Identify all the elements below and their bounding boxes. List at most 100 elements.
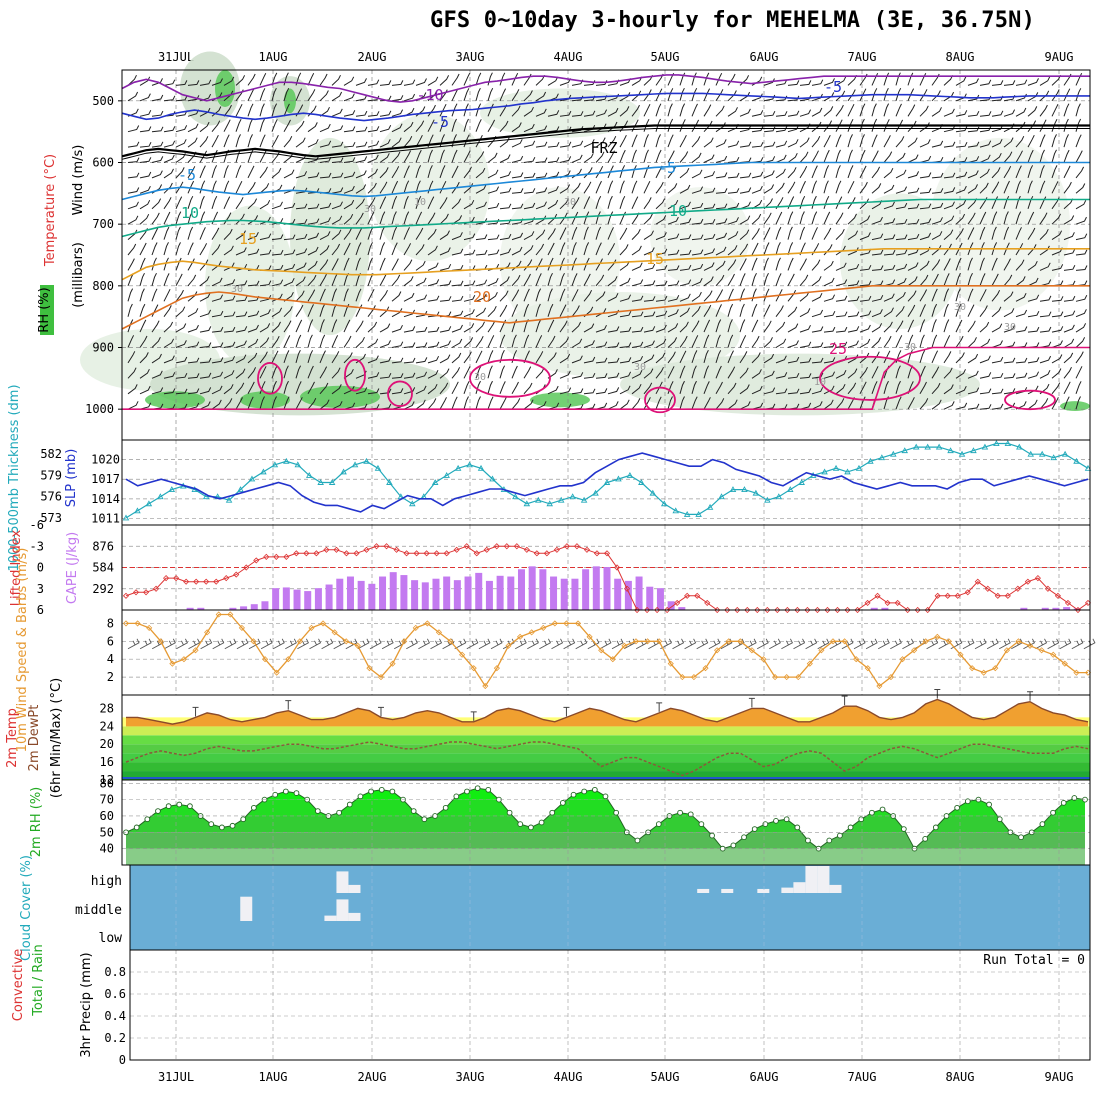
wind-barb (499, 365, 506, 379)
wind-barb (451, 149, 458, 163)
dewpoint-label-part: 2m DewPt (27, 705, 42, 772)
wind-barb (631, 149, 637, 163)
wind-tick: 2 (107, 670, 114, 684)
wind-barb (523, 382, 533, 395)
wind-barb (967, 272, 973, 286)
rh-point (293, 790, 300, 796)
wind-barb (835, 341, 848, 348)
wind-barb (715, 246, 727, 256)
wind-barb (739, 201, 751, 210)
wind-speed-point (679, 674, 686, 681)
wind-barb (763, 257, 769, 271)
wind-barb (151, 242, 158, 256)
li-point (704, 599, 711, 606)
wind-barb (547, 185, 559, 194)
wind-tick: 4 (107, 652, 114, 666)
wind-barb (811, 211, 818, 225)
wind-barb (367, 355, 379, 364)
wind-barb (163, 372, 176, 379)
wind-barb (199, 326, 212, 333)
wind-barb (799, 357, 812, 364)
date-label-top: 2AUG (358, 50, 387, 64)
wind-barb (715, 139, 727, 148)
wind-barb (787, 167, 797, 179)
wind-barb (919, 381, 927, 395)
wind-barb (991, 356, 1004, 364)
wind-barb (211, 260, 222, 271)
wind-barb (787, 110, 800, 117)
wind-barb (715, 218, 728, 225)
wind-barb (283, 306, 293, 318)
wind-barb (499, 334, 506, 348)
wind-barb (979, 273, 986, 286)
wind-barb (331, 401, 343, 410)
wind-barb (427, 149, 433, 163)
temp-max-marker (285, 700, 292, 710)
wind-barb (823, 227, 832, 240)
wind-barb (415, 385, 427, 395)
wind-barb (943, 215, 955, 225)
wind-barb (187, 180, 195, 194)
wind-barb (907, 137, 918, 148)
rh-point (634, 837, 641, 844)
wind-barb (847, 165, 854, 179)
wind-barb (379, 196, 387, 210)
wind-barb (679, 151, 689, 163)
wind-barb (619, 180, 625, 194)
wind-barb (379, 323, 391, 333)
wind-barb (919, 350, 926, 364)
date-label-bottom: 9AUG (1045, 1070, 1074, 1084)
rh-point (570, 791, 577, 798)
temp-max-marker (1027, 691, 1034, 701)
li-point (543, 550, 550, 557)
wind-barb (487, 291, 498, 302)
wind-barb (1063, 248, 1076, 256)
wind-barb (967, 257, 973, 271)
rh-point (464, 788, 470, 795)
wind-barb (823, 195, 830, 209)
wind-barb (139, 385, 151, 395)
wind-barb (823, 165, 830, 179)
wind-barb (247, 396, 254, 410)
pressure-tick: 600 (92, 156, 114, 170)
pressure-tick: 800 (92, 279, 114, 293)
wind-speed-point (806, 660, 813, 667)
rh-point (826, 837, 833, 844)
date-label-bottom: 3AUG (456, 1070, 485, 1084)
li-point (142, 589, 150, 596)
wind-barb (259, 323, 271, 333)
isotherm-5 (121, 161, 1090, 201)
wind-barb (571, 154, 583, 163)
wind-barb (163, 321, 174, 333)
wind-barb (715, 72, 723, 86)
wind-barb (427, 341, 440, 348)
wind-barb (979, 355, 991, 364)
cape-bar (186, 607, 194, 610)
wind-barb (775, 273, 782, 286)
upper-air-wind-label: Wind (m/s) (71, 145, 86, 216)
wind-barb (991, 372, 1004, 379)
isotherm-label: -5 (178, 166, 196, 184)
cape-bar (346, 576, 354, 610)
wind-barb (211, 399, 222, 410)
wind-barb (319, 259, 329, 271)
wind-barb (763, 288, 770, 302)
wind-barb (523, 172, 536, 179)
wind-barb (667, 88, 674, 101)
wind-speed-point (146, 624, 153, 631)
wind-barb (379, 257, 386, 271)
wind-barb (1051, 311, 1064, 318)
wind-barb (295, 397, 303, 410)
thickness-point (535, 496, 542, 503)
wind-barb (871, 150, 879, 163)
wind-barb (919, 89, 928, 102)
rh-point (932, 824, 939, 831)
isotherm-25-contour (819, 355, 921, 401)
wind-barb (1027, 371, 1040, 379)
wind-barb (319, 319, 325, 333)
wind-barb (175, 306, 186, 318)
wind-barb (703, 319, 711, 333)
wind-speed-point (447, 638, 454, 645)
wind-barb (775, 289, 783, 302)
wind-barb (175, 80, 188, 86)
